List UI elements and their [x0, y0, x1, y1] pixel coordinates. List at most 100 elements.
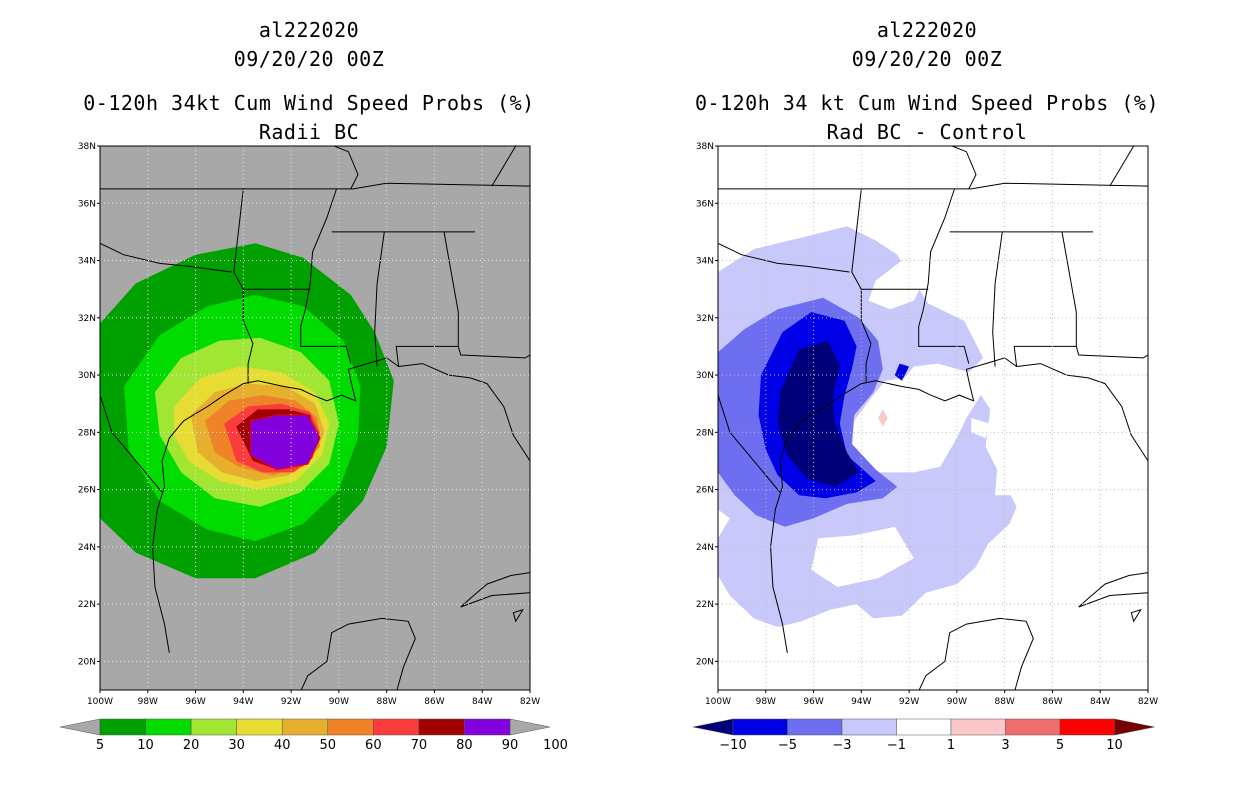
x-tick-label: 88W [994, 697, 1014, 707]
y-tick-label: 22N [696, 600, 714, 610]
state-border [951, 146, 977, 190]
colorbar-segment [190, 718, 237, 736]
left-title-date: 09/20/20 00Z [233, 47, 385, 71]
colorbar-label: 100 [543, 738, 568, 753]
diff-zero-region [971, 418, 991, 438]
colorbar-left-arrow [692, 718, 734, 736]
y-tick-label: 34N [696, 257, 714, 267]
y-tick-label: 38N [696, 142, 714, 152]
left-title-product: 0-120h 34kt Cum Wind Speed Probs (%) [83, 91, 535, 115]
colorbar-label: 50 [320, 738, 337, 753]
isla-juventud [1130, 608, 1142, 623]
y-tick-label: 22N [78, 600, 96, 610]
state-border [718, 242, 850, 273]
y-tick-label: 28N [78, 428, 96, 438]
x-tick-label: 94W [233, 697, 253, 707]
colorbar-right-arrow [1114, 718, 1155, 736]
diff-zero-region [995, 463, 1015, 496]
right-panel: al222020 09/20/20 00Z 0-120h 34 kt Cum W… [618, 0, 1236, 800]
state-border [100, 242, 232, 273]
state-border [918, 188, 970, 364]
colorbar-segment [464, 718, 511, 736]
cuba-coast [460, 592, 530, 608]
x-tick-label: 92W [899, 697, 919, 707]
left-panel: al222020 09/20/20 00Z 0-120h 34kt Cum Wi… [59, 18, 568, 753]
y-tick-label: 24N [78, 543, 96, 553]
right-title-storm-id: al222020 [876, 18, 978, 42]
state-border [457, 346, 530, 359]
cuba-coast [460, 572, 530, 608]
right-title-date: 09/20/20 00Z [851, 47, 1003, 71]
diff-contour-3 [894, 363, 910, 381]
y-tick-label: 38N [78, 142, 96, 152]
colorbar-label: −3 [832, 738, 851, 753]
coastline [770, 357, 1148, 653]
state-border [100, 182, 530, 190]
x-tick-label: 96W [185, 697, 205, 707]
colorbar-segment [950, 718, 1006, 736]
colorbar-segment [236, 718, 283, 736]
x-tick-label: 82W [1138, 697, 1158, 707]
x-tick-label: 98W [756, 697, 776, 707]
cuba-coast [1078, 572, 1148, 608]
colorbar-label: 5 [1056, 738, 1064, 753]
colorbar-segment [1059, 718, 1115, 736]
diff-zero-region [868, 260, 929, 310]
y-tick-label: 34N [78, 257, 96, 267]
state-border [233, 188, 254, 384]
x-tick-label: 100W [87, 697, 113, 707]
state-border [992, 231, 1003, 367]
x-tick-label: 84W [472, 697, 492, 707]
state-border [851, 188, 872, 384]
right-title-subtitle: Rad BC - Control [826, 120, 1028, 144]
y-tick-label: 30N [696, 371, 714, 381]
colorbar-segment [841, 718, 897, 736]
y-tick-label: 24N [696, 543, 714, 553]
y-tick-label: 36N [78, 199, 96, 209]
x-tick-label: 100W [705, 697, 731, 707]
colorbar-label: 1 [947, 738, 955, 753]
diff-contour-4 [777, 340, 859, 487]
x-tick-label: 98W [138, 697, 158, 707]
cuba-coast [1078, 592, 1148, 608]
colorbar-label: 60 [365, 738, 382, 753]
colorbar-label: 3 [1001, 738, 1009, 753]
us-mexico-border [718, 394, 781, 493]
map-content [100, 146, 530, 690]
x-tick-label: 92W [281, 697, 301, 707]
colorbar-label: 5 [96, 738, 104, 753]
y-tick-label: 30N [78, 371, 96, 381]
x-tick-label: 86W [424, 697, 444, 707]
left-title-storm-id: al222020 [258, 18, 360, 42]
colorbar-right-arrow [509, 718, 551, 736]
colorbar-segment [418, 718, 465, 736]
x-tick-label: 96W [803, 697, 823, 707]
colorbar-label: −10 [719, 738, 746, 753]
colorbar-segment [99, 718, 146, 736]
x-tick-label: 86W [1042, 697, 1062, 707]
right-map-chart: 100W 98W 96W 94W 92W 90W 88W 86W 84W 82W 38N 36N 34N… [692, 142, 1158, 753]
colorbar-label: 70 [411, 738, 428, 753]
colorbar-segment [373, 718, 420, 736]
state-border [1109, 146, 1135, 187]
colorbar-segment [281, 718, 329, 736]
state-border [491, 146, 517, 187]
colorbar-segment [145, 718, 192, 736]
left-map-chart: 100W 98W 96W 94W 92W 90W 88W 86W 84W 82W 38N 36N 34N… [59, 142, 568, 753]
colorbar-segment [787, 718, 843, 736]
y-tick-label: 32N [696, 314, 714, 324]
y-tick-label: 20N [696, 657, 714, 667]
colorbar-label: 10 [137, 738, 154, 753]
diff-zero-region [718, 509, 730, 539]
state-border [333, 146, 359, 190]
map-frame [99, 145, 531, 691]
diff-zero-region [811, 526, 914, 587]
y-tick-label: 28N [696, 428, 714, 438]
x-tick-label: 90W [947, 697, 967, 707]
yucatan-coast [300, 617, 416, 690]
colorbar-label: 20 [183, 738, 200, 753]
y-tick-label: 32N [78, 314, 96, 324]
colorbar-segment [327, 718, 374, 736]
colorbar-label: −1 [887, 738, 906, 753]
